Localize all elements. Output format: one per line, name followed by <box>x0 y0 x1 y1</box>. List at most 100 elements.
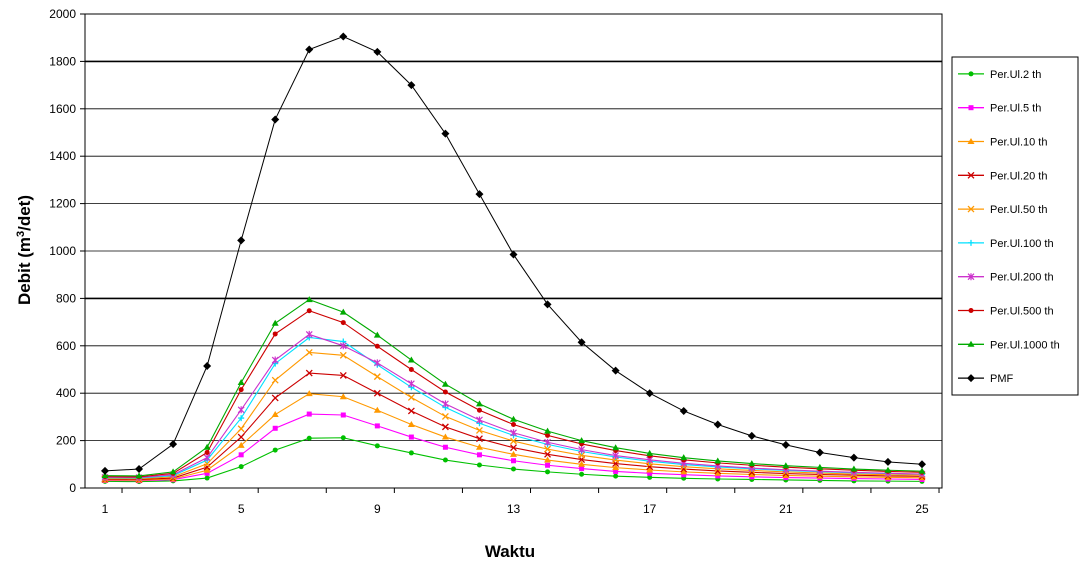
legend: Per.Ul.2 th Per.Ul.5 th Per.Ul.10 th Per.Ul… <box>951 56 1079 396</box>
data-point-9-4 <box>237 236 246 245</box>
data-point-8-11 <box>475 400 483 407</box>
data-point-2-17 <box>680 468 688 475</box>
legend-label-5: Per.Ul.100 th <box>990 238 1054 250</box>
series-8 <box>101 296 926 479</box>
data-point-8-19 <box>748 460 756 467</box>
data-point-8-14 <box>578 437 586 444</box>
data-point-1-5 <box>272 425 278 431</box>
data-point-0-8 <box>374 443 380 449</box>
data-point-7-12 <box>511 421 516 427</box>
data-point-6-8 <box>373 359 381 367</box>
x-tick-label-21: 21 <box>779 502 793 516</box>
y-tick-label-1800: 1800 <box>49 54 76 68</box>
legend-item-6: Per.Ul.200 th <box>958 272 1054 284</box>
data-point-9-5 <box>271 115 280 124</box>
x-tick-label-13: 13 <box>507 502 521 516</box>
data-point-2-10 <box>441 433 449 440</box>
x-tick-label-25: 25 <box>915 502 929 516</box>
y-tick-label-1400: 1400 <box>49 149 76 163</box>
data-point-0-4 <box>238 464 244 470</box>
data-point-1-7 <box>340 412 346 418</box>
data-point-7-10 <box>442 389 448 395</box>
data-point-4-9 <box>407 394 415 401</box>
series-9 <box>101 32 926 475</box>
data-point-9-10 <box>441 129 450 138</box>
data-point-8-17 <box>680 454 688 461</box>
data-point-3-6 <box>305 369 313 377</box>
legend-item-0: Per.Ul.2 th <box>958 69 1041 81</box>
data-point-9-7 <box>339 32 348 41</box>
data-point-1-14 <box>579 466 585 472</box>
data-point-2-9 <box>407 420 415 427</box>
legend-item-1: Per.Ul.5 th <box>958 103 1041 115</box>
data-point-0-11 <box>476 462 482 468</box>
data-point-4-10 <box>441 412 449 420</box>
data-point-8-2 <box>169 468 177 475</box>
legend-item-2: Per.Ul.10 th <box>958 137 1047 149</box>
data-point-5-4 <box>238 415 245 422</box>
data-point-9-9 <box>407 81 416 90</box>
data-point-3-16 <box>646 463 654 471</box>
y-tick-label-0: 0 <box>69 481 76 495</box>
data-point-4-8 <box>373 373 381 381</box>
data-point-8-1 <box>135 472 143 479</box>
data-point-1-12 <box>511 458 516 464</box>
data-point-8-23 <box>884 466 892 473</box>
data-point-4-13 <box>544 445 552 453</box>
data-point-3-7 <box>339 371 347 379</box>
legend-label-0: Per.Ul.2 th <box>990 69 1041 81</box>
legend-swatch-marker-0 <box>968 71 974 77</box>
data-point-8-21 <box>816 463 824 470</box>
data-point-2-20 <box>782 471 790 478</box>
data-point-9-1 <box>135 465 144 474</box>
data-point-9-16 <box>645 389 654 398</box>
legend-swatch-marker-6 <box>967 273 975 281</box>
data-point-3-5 <box>271 394 279 402</box>
data-point-7-9 <box>408 367 414 372</box>
data-point-3-10 <box>441 423 449 431</box>
x-tick-label-9: 9 <box>374 502 381 516</box>
legend-label-3: Per.Ul.20 th <box>990 170 1047 182</box>
data-point-3-12 <box>510 444 517 452</box>
data-point-7-6 <box>306 308 312 314</box>
data-point-9-20 <box>781 440 790 449</box>
y-tick-label-1600: 1600 <box>49 102 76 116</box>
data-point-6-11 <box>476 416 483 424</box>
y-tick-label-600: 600 <box>56 339 76 353</box>
data-point-2-6 <box>305 390 313 397</box>
data-point-3-13 <box>544 450 552 458</box>
data-point-2-13 <box>544 456 552 463</box>
y-axis-title-prefix: Debit (m <box>15 237 34 305</box>
y-tick-label-1000: 1000 <box>49 244 76 258</box>
data-point-2-19 <box>748 470 756 477</box>
x-tick-label-1: 1 <box>102 502 109 516</box>
data-point-2-15 <box>612 464 620 471</box>
data-point-7-8 <box>374 343 380 349</box>
data-point-2-18 <box>714 469 722 476</box>
legend-swatch-marker-7 <box>968 308 974 313</box>
data-point-6-5 <box>271 356 279 364</box>
legend-swatch-marker-3 <box>967 171 975 179</box>
data-point-9-3 <box>203 361 212 370</box>
data-point-9-18 <box>713 420 722 429</box>
data-point-1-11 <box>476 452 482 458</box>
data-point-8-16 <box>646 449 654 456</box>
data-point-6-6 <box>305 330 313 338</box>
data-point-1-15 <box>613 468 619 474</box>
legend-swatch-marker-5 <box>968 239 974 246</box>
data-point-4-4 <box>237 425 245 433</box>
data-point-9-14 <box>577 338 586 347</box>
legend-item-3: Per.Ul.20 th <box>958 170 1047 182</box>
x-axis-title: Waktu <box>485 542 535 561</box>
series-group <box>101 32 926 485</box>
data-point-4-11 <box>475 426 483 434</box>
data-point-8-0 <box>101 472 109 479</box>
data-point-1-10 <box>442 444 448 450</box>
data-point-6-4 <box>237 406 245 414</box>
y-tick-label-1200: 1200 <box>49 197 76 211</box>
data-point-7-7 <box>340 320 346 326</box>
data-point-8-15 <box>612 444 620 451</box>
data-point-2-12 <box>510 450 517 457</box>
data-point-0-13 <box>545 469 551 475</box>
y-tick-label-400: 400 <box>56 386 76 400</box>
